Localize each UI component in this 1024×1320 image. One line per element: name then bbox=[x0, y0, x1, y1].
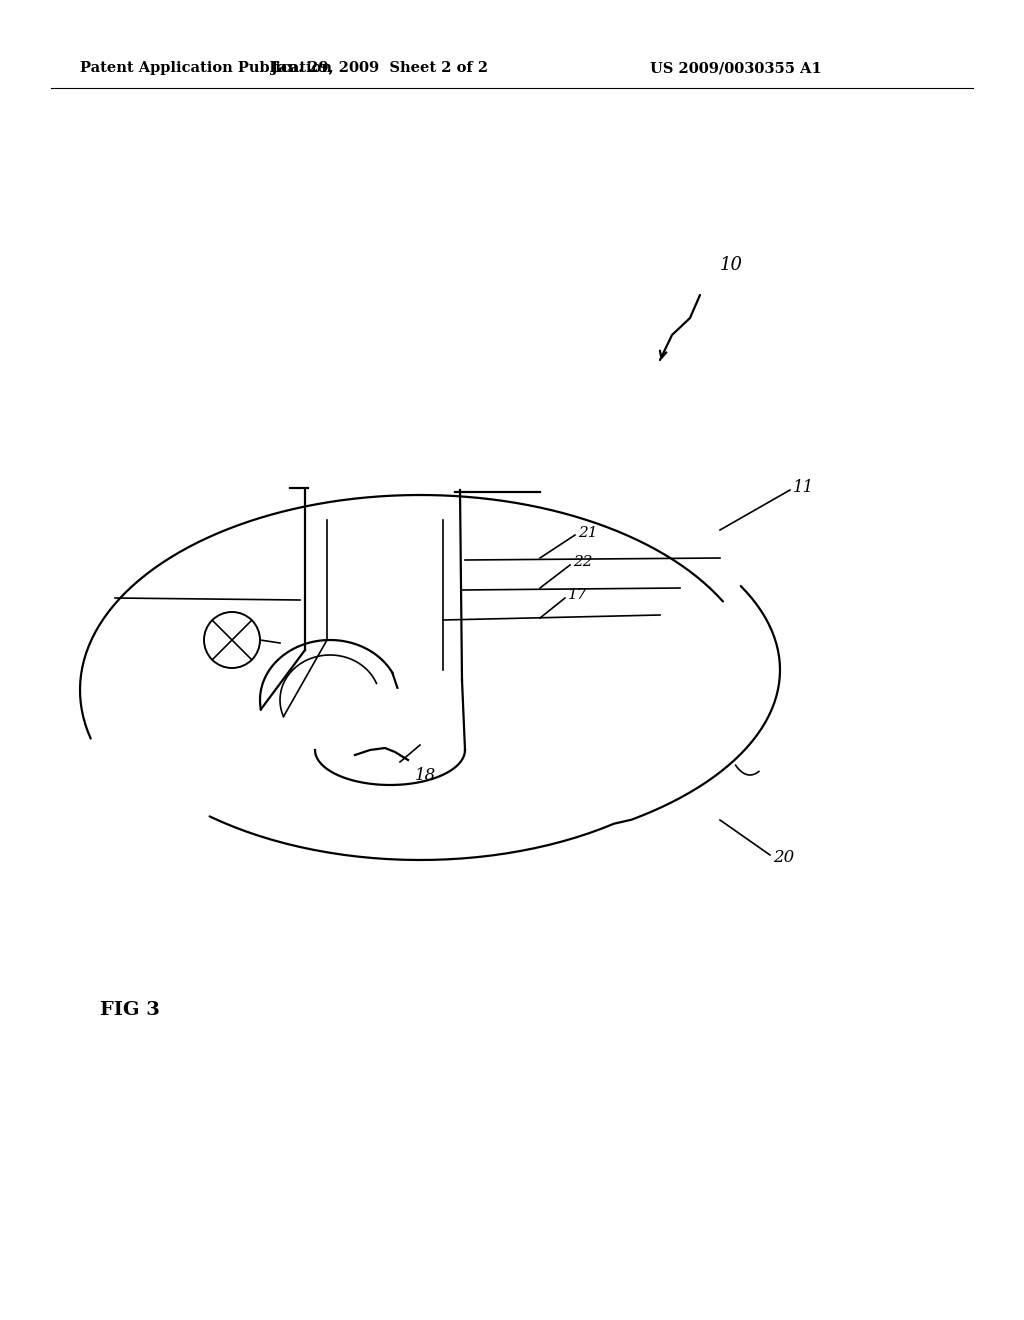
Text: Jan. 29, 2009  Sheet 2 of 2: Jan. 29, 2009 Sheet 2 of 2 bbox=[271, 61, 488, 75]
Text: FIG 3: FIG 3 bbox=[100, 1001, 160, 1019]
Text: 22: 22 bbox=[573, 554, 593, 569]
Text: 17: 17 bbox=[568, 587, 588, 602]
Text: 20: 20 bbox=[773, 850, 795, 866]
Text: 18: 18 bbox=[415, 767, 436, 784]
Text: 11: 11 bbox=[793, 479, 814, 495]
Text: US 2009/0030355 A1: US 2009/0030355 A1 bbox=[650, 61, 821, 75]
Text: 10: 10 bbox=[720, 256, 743, 275]
Text: Patent Application Publication: Patent Application Publication bbox=[80, 61, 332, 75]
Text: 21: 21 bbox=[578, 525, 597, 540]
